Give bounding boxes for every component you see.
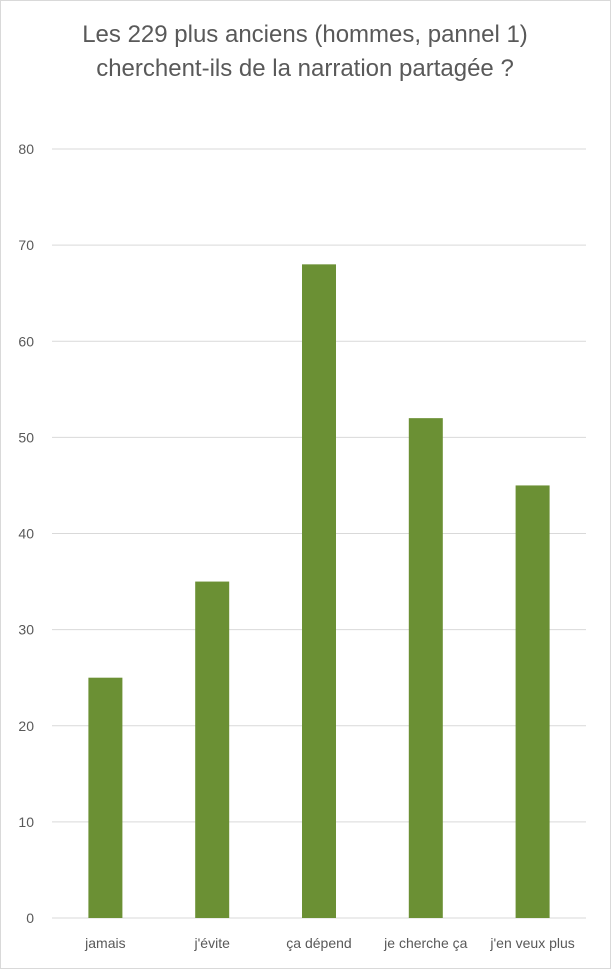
y-tick-label: 80 bbox=[18, 141, 34, 157]
x-tick-label: jamais bbox=[84, 935, 125, 951]
x-axis-ticks: jamais j'évite ça dépend je cherche ça j'en … bbox=[84, 935, 575, 951]
bars bbox=[88, 264, 550, 919]
bar-4 bbox=[408, 418, 443, 918]
y-axis-ticks: 0 10 20 30 40 50 60 70 80 bbox=[18, 141, 34, 926]
bar-1 bbox=[88, 677, 123, 918]
y-tick-label: 20 bbox=[18, 718, 34, 734]
x-tick-label: j'en veux plus bbox=[489, 935, 574, 951]
bar-2 bbox=[195, 581, 230, 918]
x-tick-label: j'évite bbox=[194, 935, 231, 951]
bar-3 bbox=[302, 264, 336, 919]
x-tick-label: ça dépend bbox=[286, 935, 351, 951]
x-tick-label: je cherche ça bbox=[383, 935, 467, 951]
y-tick-label: 70 bbox=[18, 237, 34, 253]
y-tick-label: 30 bbox=[18, 622, 34, 638]
y-tick-label: 10 bbox=[18, 814, 34, 830]
y-tick-label: 0 bbox=[26, 910, 34, 926]
y-tick-label: 60 bbox=[18, 333, 34, 349]
y-tick-label: 50 bbox=[18, 429, 34, 445]
chart-title: Les 229 plus anciens (hommes, pannel 1) … bbox=[82, 21, 528, 82]
y-tick-label: 40 bbox=[18, 526, 34, 542]
bar-5 bbox=[515, 485, 550, 918]
